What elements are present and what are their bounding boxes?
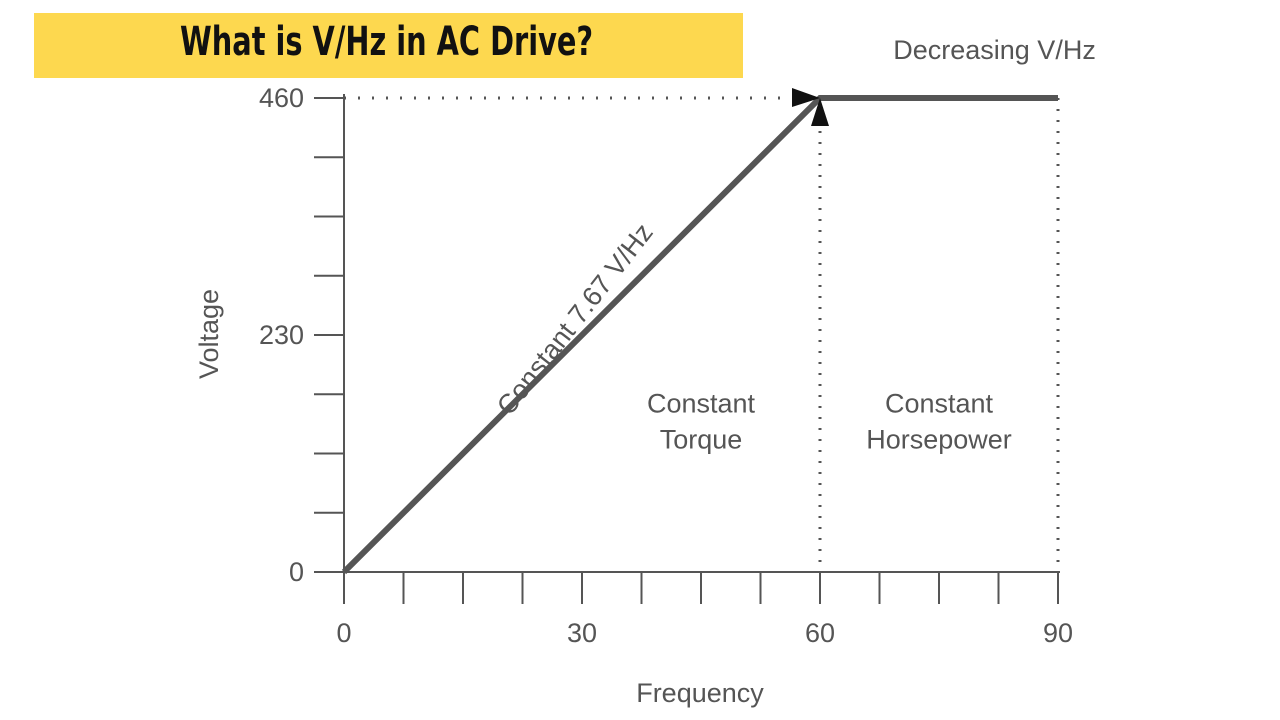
y-axis-label: Voltage (194, 289, 224, 379)
x-tick-label: 90 (1043, 618, 1073, 648)
y-tick-label: 230 (259, 320, 304, 350)
annotation-label: Horsepower (866, 424, 1012, 454)
annotation-label: Decreasing V/Hz (893, 35, 1096, 65)
x-tick-label: 0 (336, 618, 351, 648)
axes (314, 94, 1060, 604)
series (341, 88, 1059, 575)
title-text: What is V/Hz in AC Drive? (180, 19, 594, 65)
annotation-label: Constant 7.67 V/Hz (491, 218, 659, 421)
title-banner: What is V/Hz in AC Drive? (34, 13, 743, 78)
annotation-label: Torque (660, 424, 743, 454)
arrowhead-up (811, 98, 829, 126)
y-tick-label: 460 (259, 83, 304, 113)
arrowhead-right (792, 88, 820, 107)
annotation-label: Constant (885, 388, 994, 418)
y-tick-label: 0 (289, 557, 304, 587)
labels: 0 230 460 0 30 60 90 Frequency Voltage Constant 7… (194, 35, 1096, 708)
series-line (341, 95, 1058, 575)
x-tick-label: 30 (567, 618, 597, 648)
annotation-label: Constant (647, 388, 756, 418)
x-axis-label: Frequency (636, 678, 764, 708)
reference-lines (344, 96, 1060, 572)
x-tick-label: 60 (805, 618, 835, 648)
